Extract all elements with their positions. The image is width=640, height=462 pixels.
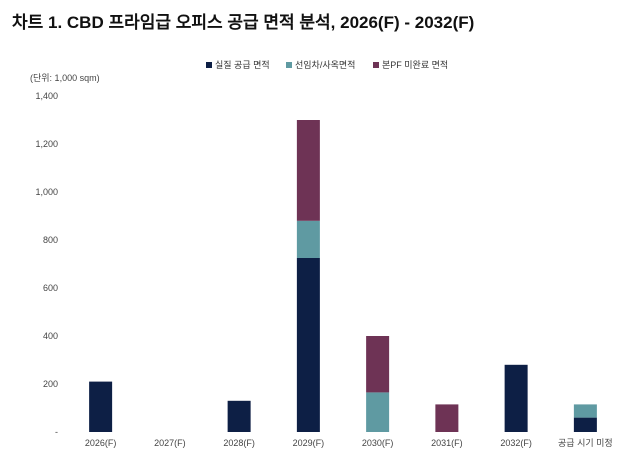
y-tick-label: - xyxy=(55,427,58,437)
bar-segment-series-3 xyxy=(296,120,320,221)
y-tick-label: 800 xyxy=(43,235,58,245)
y-tick-label: 1,400 xyxy=(35,91,58,101)
bar-segment-series-1 xyxy=(227,400,251,432)
x-tick-label: 2030(F) xyxy=(362,438,394,448)
x-tick-label: 2029(F) xyxy=(293,438,325,448)
legend-swatch xyxy=(373,62,379,68)
bar-segment-series-1 xyxy=(89,381,113,432)
legend-swatch xyxy=(206,62,212,68)
legend-label: 실질 공급 면적 xyxy=(215,59,270,70)
y-tick-label: 1,200 xyxy=(35,139,58,149)
bar-segment-series-3 xyxy=(366,336,390,393)
x-tick-label: 2032(F) xyxy=(500,438,532,448)
bar-segment-series-3 xyxy=(435,404,459,432)
y-tick-label: 200 xyxy=(43,379,58,389)
bar-segment-series-2 xyxy=(573,404,597,418)
x-tick-label: 2027(F) xyxy=(154,438,186,448)
y-tick-label: 1,000 xyxy=(35,187,58,197)
bar-segment-series-2 xyxy=(366,392,390,432)
unit-label: (단위: 1,000 sqm) xyxy=(30,73,100,83)
x-tick-label: 2026(F) xyxy=(85,438,117,448)
bar-segment-series-1 xyxy=(296,258,320,432)
page-title: 차트 1. CBD 프라임급 오피스 공급 면적 분석, 2026(F) - 2… xyxy=(12,13,475,32)
legend-label: 선임차/사옥면적 xyxy=(295,59,355,70)
x-axis: 2026(F) 2027(F) 2028(F) 2029(F) 2030(F) 2031(… xyxy=(85,438,613,448)
y-axis: - 200 400 600 800 1,000 1,200 1,400 xyxy=(35,91,58,437)
bar-segment-series-1 xyxy=(573,417,597,432)
legend-swatch xyxy=(286,62,292,68)
y-tick-label: 400 xyxy=(43,331,58,341)
legend: 실질 공급 면적 선임차/사옥면적 본PF 미완료 면적 xyxy=(206,59,448,70)
legend-label: 본PF 미완료 면적 xyxy=(382,59,448,70)
bar-segment-series-2 xyxy=(296,220,320,258)
x-tick-label: 공급 시기 미정 xyxy=(558,438,613,448)
bars xyxy=(89,120,597,432)
bar-segment-series-1 xyxy=(504,364,528,432)
x-tick-label: 2031(F) xyxy=(431,438,463,448)
y-tick-label: 600 xyxy=(43,283,58,293)
x-tick-label: 2028(F) xyxy=(223,438,255,448)
